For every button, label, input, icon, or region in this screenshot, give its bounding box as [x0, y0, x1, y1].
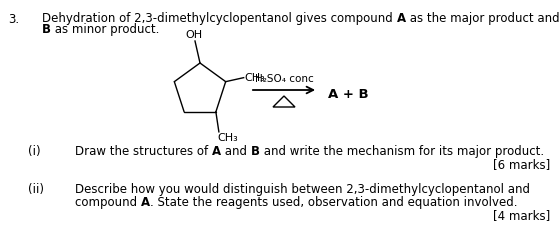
Text: B: B — [42, 23, 51, 36]
Text: CH₃: CH₃ — [245, 73, 266, 83]
Text: as the major product and: as the major product and — [406, 12, 559, 25]
Text: B: B — [251, 145, 260, 158]
Text: A: A — [212, 145, 221, 158]
Text: and write the mechanism for its major product.: and write the mechanism for its major pr… — [260, 145, 544, 158]
Text: Dehydration of 2,3-dimethylcyclopentanol gives compound: Dehydration of 2,3-dimethylcyclopentanol… — [42, 12, 396, 25]
Text: Draw the structures of: Draw the structures of — [75, 145, 212, 158]
Text: A: A — [141, 196, 150, 209]
Text: compound: compound — [75, 196, 141, 209]
Text: as minor product.: as minor product. — [51, 23, 159, 36]
Text: CH₃: CH₃ — [218, 133, 239, 143]
Text: A: A — [396, 12, 406, 25]
Text: [4 marks]: [4 marks] — [492, 209, 550, 222]
Text: (ii): (ii) — [28, 183, 44, 196]
Text: H₂SO₄ conc: H₂SO₄ conc — [255, 74, 314, 84]
Text: Describe how you would distinguish between 2,3-dimethylcyclopentanol and: Describe how you would distinguish betwe… — [75, 183, 530, 196]
Text: . State the reagents used, observation and equation involved.: . State the reagents used, observation a… — [150, 196, 518, 209]
Text: A + B: A + B — [328, 88, 368, 101]
Text: [6 marks]: [6 marks] — [492, 158, 550, 171]
Text: 3.: 3. — [8, 13, 19, 26]
Text: and: and — [221, 145, 251, 158]
Text: (i): (i) — [28, 145, 41, 158]
Text: OH: OH — [186, 30, 202, 40]
